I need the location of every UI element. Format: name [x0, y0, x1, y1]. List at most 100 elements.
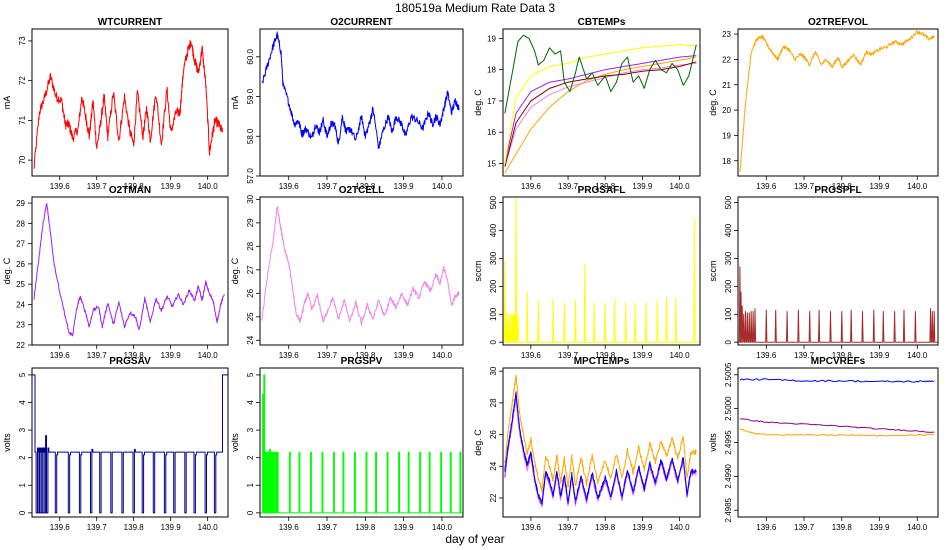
y-tick-label: 21: [722, 81, 731, 90]
y-tick-label: 19: [487, 34, 496, 43]
x-tick-label: 140.0: [670, 182, 691, 191]
y-tick-label: 16: [487, 128, 496, 137]
y-tick-label: 26: [16, 260, 25, 269]
y-tick-label: 2: [246, 455, 255, 460]
series-prgspv: [260, 374, 463, 514]
x-tick-label: 139.9: [394, 182, 415, 191]
series-blue: [504, 391, 697, 505]
x-tick-label: 139.9: [161, 523, 182, 532]
y-tick-label: 2.4990: [724, 464, 733, 489]
plot-frame: [737, 367, 939, 518]
y-tick-label: 300: [724, 251, 733, 265]
y-tick-label: 24: [489, 461, 498, 470]
series-orange: [739, 428, 935, 437]
panel-title: MPCVREFs: [811, 356, 866, 367]
y-axis-label: mA: [230, 96, 240, 110]
y-tick-label: 1: [246, 482, 255, 487]
x-tick-label: 139.6: [50, 182, 71, 191]
y-axis-label: deg. C: [230, 257, 240, 284]
y-tick-label: 28: [489, 398, 498, 407]
y-tick-label: 25: [16, 280, 25, 289]
panel-prgspv: PRGSPV volts 139.6 139.7 139.8 139.9 140.0 0 1 2 3…: [230, 356, 464, 532]
plot-frame: [737, 28, 939, 177]
y-tick-label: 2.5000: [724, 396, 733, 421]
y-tick-label: 22: [16, 341, 25, 350]
plot-frame: [259, 367, 464, 518]
y-tick-label: 71: [18, 115, 27, 124]
plot-area: [33, 39, 223, 169]
y-tick-label: 2: [18, 455, 27, 460]
y-axis-label: volts: [2, 433, 12, 452]
x-tick-label: 139.6: [756, 351, 777, 360]
y-tick-label: 20: [722, 106, 731, 115]
x-tick-label: 139.9: [632, 351, 653, 360]
x-tick-label: 139.9: [394, 351, 415, 360]
panel-mpctemps: MPCTEMPs deg. C 139.6 139.7 139.8 139.9 140.0 2…: [473, 356, 701, 532]
series-purple: [504, 393, 697, 506]
y-tick-label: 70: [18, 155, 27, 164]
plot-area: [503, 197, 700, 343]
plot-area: [261, 31, 460, 149]
y-tick-label: 1: [18, 482, 27, 487]
panel-o2tman: O2TMAN deg. C 139.6 139.7 139.8 139.9 140.0 22 2…: [2, 185, 229, 360]
y-tick-label: 400: [724, 223, 733, 237]
series-o2tman: [33, 203, 225, 337]
x-tick-label: 139.7: [87, 351, 108, 360]
x-tick-label: 139.8: [832, 351, 853, 360]
y-tick-label: 200: [489, 279, 498, 293]
y-tick-label: 4: [246, 400, 255, 405]
x-tick-label: 139.9: [161, 351, 182, 360]
x-tick-label: 140.0: [907, 351, 928, 360]
x-tick-label: 139.7: [794, 523, 815, 532]
y-tick-label: 2.4985: [724, 497, 733, 522]
x-tick-label: 139.8: [124, 523, 145, 532]
y-axis-label: deg. C: [708, 89, 718, 116]
x-tick-label: 140.0: [432, 351, 453, 360]
x-tick-label: 139.6: [279, 351, 300, 360]
panel-o2trefvol: O2TREFVOL deg. C 139.6 139.7 139.8 139.9 140.0…: [708, 17, 939, 191]
x-tick-label: 139.9: [632, 523, 653, 532]
y-axis-label: volts: [708, 433, 718, 452]
plot-area: [504, 34, 697, 174]
x-tick-label: 140.0: [907, 182, 928, 191]
y-tick-label: 22: [489, 493, 498, 502]
y-tick-label: 30: [246, 194, 255, 203]
y-tick-label: 24: [246, 335, 255, 344]
x-tick-label: 139.8: [355, 351, 376, 360]
y-tick-label: 0: [18, 510, 27, 515]
x-tick-label: 139.8: [124, 351, 145, 360]
y-axis-label: deg. C: [473, 429, 483, 456]
series-orange: [504, 374, 697, 493]
series-o2tcell: [261, 206, 460, 327]
x-tick-label: 140.0: [670, 523, 691, 532]
y-tick-label: 3: [246, 427, 255, 432]
plot-frame: [31, 28, 229, 177]
panel-title: PRGSPV: [341, 356, 383, 367]
panel-title: O2CURRENT: [330, 17, 392, 28]
x-tick-label: 139.6: [756, 523, 777, 532]
x-tick-label: 139.7: [558, 182, 579, 191]
x-tick-label: 139.8: [124, 182, 145, 191]
plot-frame: [31, 367, 229, 518]
y-tick-label: 0: [724, 339, 733, 344]
panel-title: PRGSAFL: [578, 185, 626, 196]
panel-mpcvrefs: MPCVREFs volts 139.6 139.7 139.8 139.9 140.0 2.…: [708, 356, 939, 532]
y-tick-label: 15: [487, 159, 496, 168]
panel-title: WTCURRENT: [98, 17, 162, 28]
x-tick-label: 139.7: [558, 523, 579, 532]
x-tick-label: 139.8: [355, 523, 376, 532]
y-tick-label: 19: [722, 131, 731, 140]
x-tick-label: 139.6: [279, 523, 300, 532]
plot-area: [504, 374, 697, 508]
page-title: 180519a Medium Rate Data 3: [395, 1, 555, 15]
y-tick-label: 500: [489, 195, 498, 209]
plot-frame: [31, 196, 229, 346]
y-tick-label: 29: [246, 218, 255, 227]
plot-frame: [502, 367, 701, 518]
plot-area: [33, 203, 225, 337]
panel-prgsav: PRGSAV volts 139.6 139.7 139.8 139.9 140.0 0 1 2 3…: [2, 356, 229, 532]
y-tick-label: 100: [724, 307, 733, 321]
plot-frame: [259, 28, 464, 177]
plot-area: [738, 266, 938, 343]
panel-o2current: O2CURRENT mA 139.6 139.7 139.8 139.9 140.0 57.0…: [230, 17, 464, 191]
